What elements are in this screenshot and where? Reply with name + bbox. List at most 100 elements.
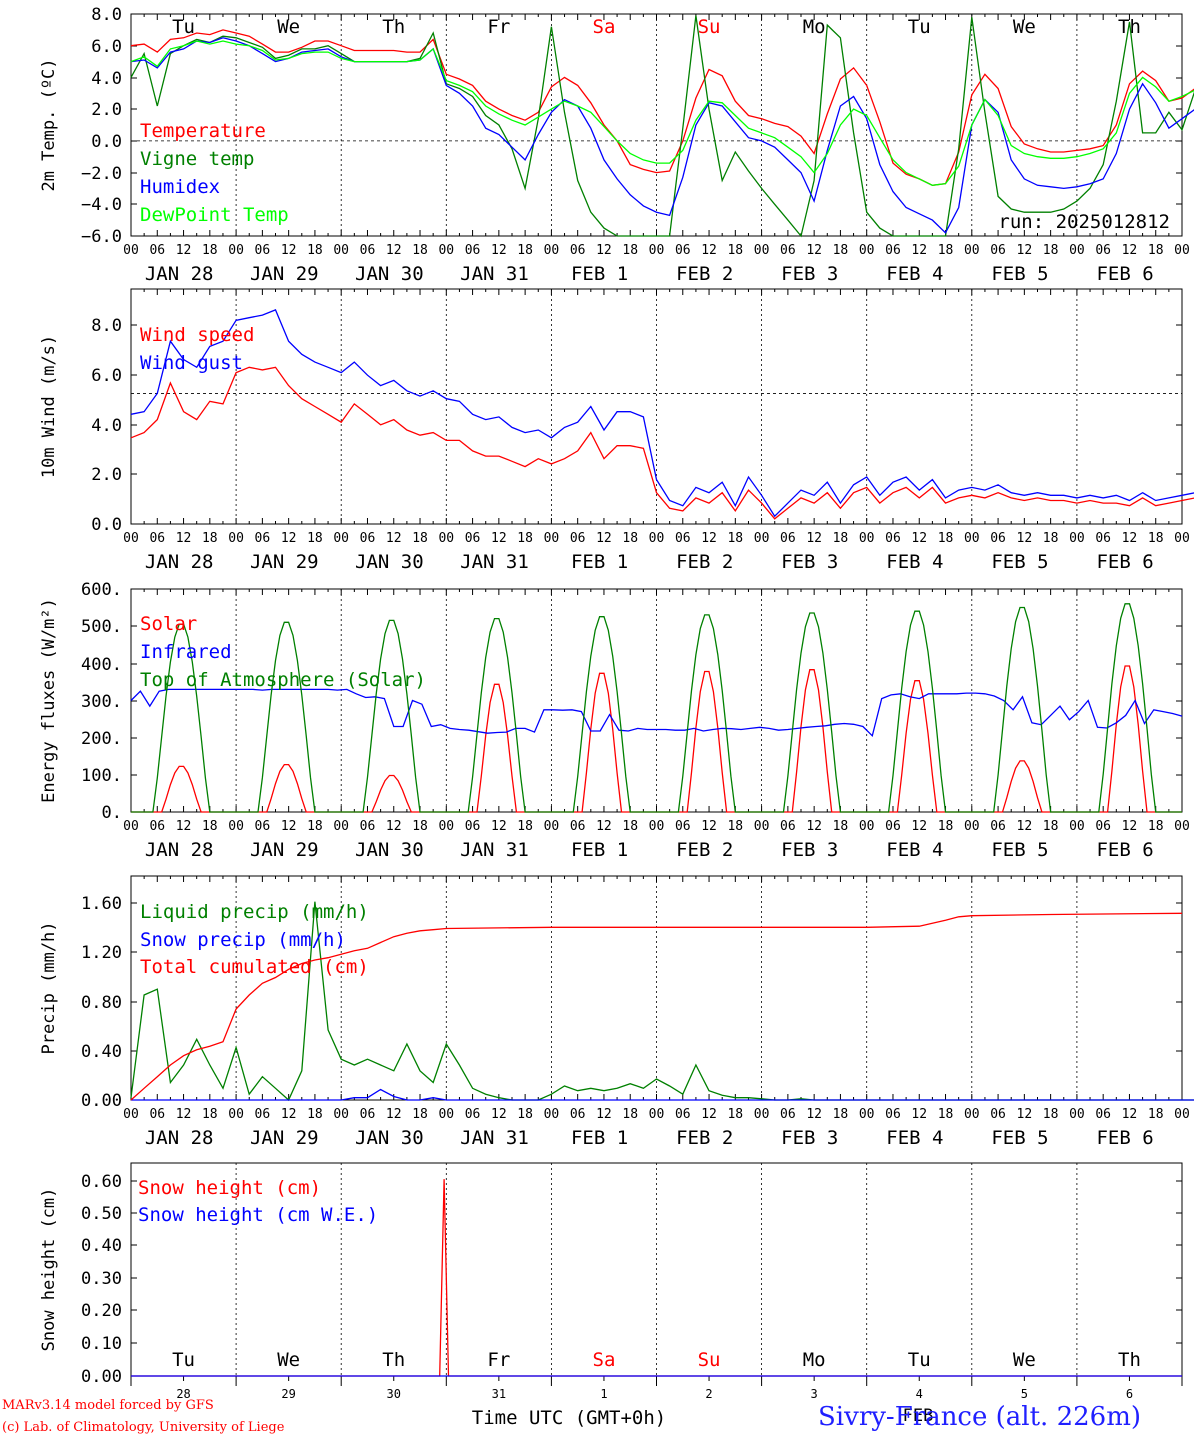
y-tick-label: −2.0 (81, 164, 122, 184)
hour-tick-label: 06 (255, 243, 271, 258)
hour-tick-label: 12 (386, 531, 402, 546)
series-line (130, 29, 1194, 186)
hour-tick-label: 18 (938, 1107, 954, 1122)
day-label: FEB 2 (676, 1127, 733, 1149)
hour-tick-label: 18 (727, 1107, 743, 1122)
hour-tick-label: 12 (701, 531, 717, 546)
month-label: FEB (903, 1406, 934, 1426)
hour-tick-label: 18 (622, 531, 638, 546)
hour-tick-label: 00 (649, 531, 665, 546)
day-label: FEB 2 (676, 839, 733, 861)
day-label: JAN 29 (250, 551, 319, 573)
hour-tick-label: 06 (149, 531, 165, 546)
day-label: FEB 3 (781, 839, 838, 861)
hour-tick-label: 12 (1122, 1107, 1138, 1122)
weekday-label: Th (382, 1349, 405, 1371)
hour-tick-label: 00 (228, 531, 244, 546)
hour-tick-label: 06 (465, 819, 481, 834)
y-tick-label: 500. (81, 617, 122, 637)
hour-tick-label: 18 (202, 819, 218, 834)
hour-tick-label: 12 (596, 243, 612, 258)
hour-tick-label: 06 (780, 819, 796, 834)
day-label: JAN 28 (145, 263, 214, 285)
hour-tick-label: 12 (176, 1107, 192, 1122)
hour-tick-label: 06 (1095, 819, 1111, 834)
hour-tick-label: 06 (465, 531, 481, 546)
hour-tick-label: 00 (1174, 819, 1190, 834)
hour-tick-label: 18 (517, 1107, 533, 1122)
hour-tick-label: 06 (255, 819, 271, 834)
y-tick-label: 1.20 (81, 943, 122, 963)
day-number-label: 2 (705, 1387, 712, 1401)
hour-tick-label: 00 (123, 819, 139, 834)
legend-entry: Vigne temp (140, 148, 254, 170)
hour-tick-label: 12 (386, 243, 402, 258)
y-tick-label: 0.00 (81, 1367, 122, 1387)
legend-entry: DewPoint Temp (140, 204, 289, 226)
hour-tick-label: 18 (727, 819, 743, 834)
hour-tick-label: 12 (911, 243, 927, 258)
series-line (130, 37, 1194, 234)
y-tick-label: −4.0 (81, 195, 122, 215)
hour-tick-label: 00 (544, 1107, 560, 1122)
hour-tick-label: 00 (1174, 243, 1190, 258)
day-number-label: 6 (1126, 1387, 1133, 1401)
site-label: Sivry-France (alt. 226m) (818, 1402, 1142, 1432)
day-label: JAN 30 (355, 551, 424, 573)
hour-tick-label: 06 (360, 819, 376, 834)
y-tick-label: 6.0 (91, 37, 122, 57)
legend-entry: Humidex (140, 176, 220, 198)
hour-tick-label: 12 (806, 243, 822, 258)
weekday-label: We (1013, 16, 1036, 38)
hour-tick-label: 18 (1148, 531, 1164, 546)
hour-tick-label: 18 (938, 819, 954, 834)
hour-tick-label: 18 (412, 243, 428, 258)
hour-tick-label: 18 (1043, 243, 1059, 258)
day-label: FEB 3 (781, 1127, 838, 1149)
legend-entry: Wind gust (140, 352, 243, 374)
hour-tick-label: 00 (333, 1107, 349, 1122)
hour-tick-label: 18 (1148, 1107, 1164, 1122)
hour-tick-label: 18 (938, 531, 954, 546)
day-label: FEB 1 (571, 839, 628, 861)
hour-tick-label: 18 (202, 243, 218, 258)
hour-tick-label: 12 (281, 1107, 297, 1122)
y-tick-label: 0. (102, 803, 122, 823)
hour-tick-label: 00 (1069, 243, 1085, 258)
hour-tick-label: 00 (964, 819, 980, 834)
day-label: FEB 4 (886, 1127, 943, 1149)
hour-tick-label: 12 (701, 819, 717, 834)
hour-tick-label: 00 (754, 819, 770, 834)
hour-tick-label: 12 (806, 819, 822, 834)
hour-tick-label: 12 (911, 819, 927, 834)
hour-tick-label: 06 (885, 531, 901, 546)
panel-1 (130, 13, 1194, 238)
hour-tick-label: 18 (412, 531, 428, 546)
weekday-label: Su (698, 1349, 721, 1371)
y-tick-label: 0.80 (81, 993, 122, 1013)
y-tick-label: 200. (81, 729, 122, 749)
day-number-label: 4 (916, 1387, 923, 1401)
y-tick-label: 600. (81, 580, 122, 600)
hour-tick-label: 18 (307, 819, 323, 834)
y-tick-label: 1.60 (81, 894, 122, 914)
hour-tick-label: 18 (727, 243, 743, 258)
hour-tick-label: 06 (360, 1107, 376, 1122)
hour-tick-label: 06 (990, 531, 1006, 546)
hour-tick-label: 18 (1043, 819, 1059, 834)
hour-tick-label: 18 (307, 1107, 323, 1122)
hour-tick-label: 18 (833, 1107, 849, 1122)
model-credit: MARv3.14 model forced by GFS (2, 1398, 214, 1413)
day-number-label: 1 (600, 1387, 607, 1401)
hour-tick-label: 06 (255, 531, 271, 546)
hour-tick-label: 18 (833, 531, 849, 546)
hour-tick-label: 18 (833, 819, 849, 834)
hour-tick-label: 06 (1095, 531, 1111, 546)
hour-tick-label: 00 (964, 243, 980, 258)
hour-tick-label: 00 (1069, 819, 1085, 834)
hour-tick-label: 00 (859, 531, 875, 546)
hour-tick-label: 06 (570, 243, 586, 258)
day-label: FEB 5 (991, 839, 1048, 861)
series-line (130, 15, 1194, 238)
weekday-label: Th (382, 16, 405, 38)
